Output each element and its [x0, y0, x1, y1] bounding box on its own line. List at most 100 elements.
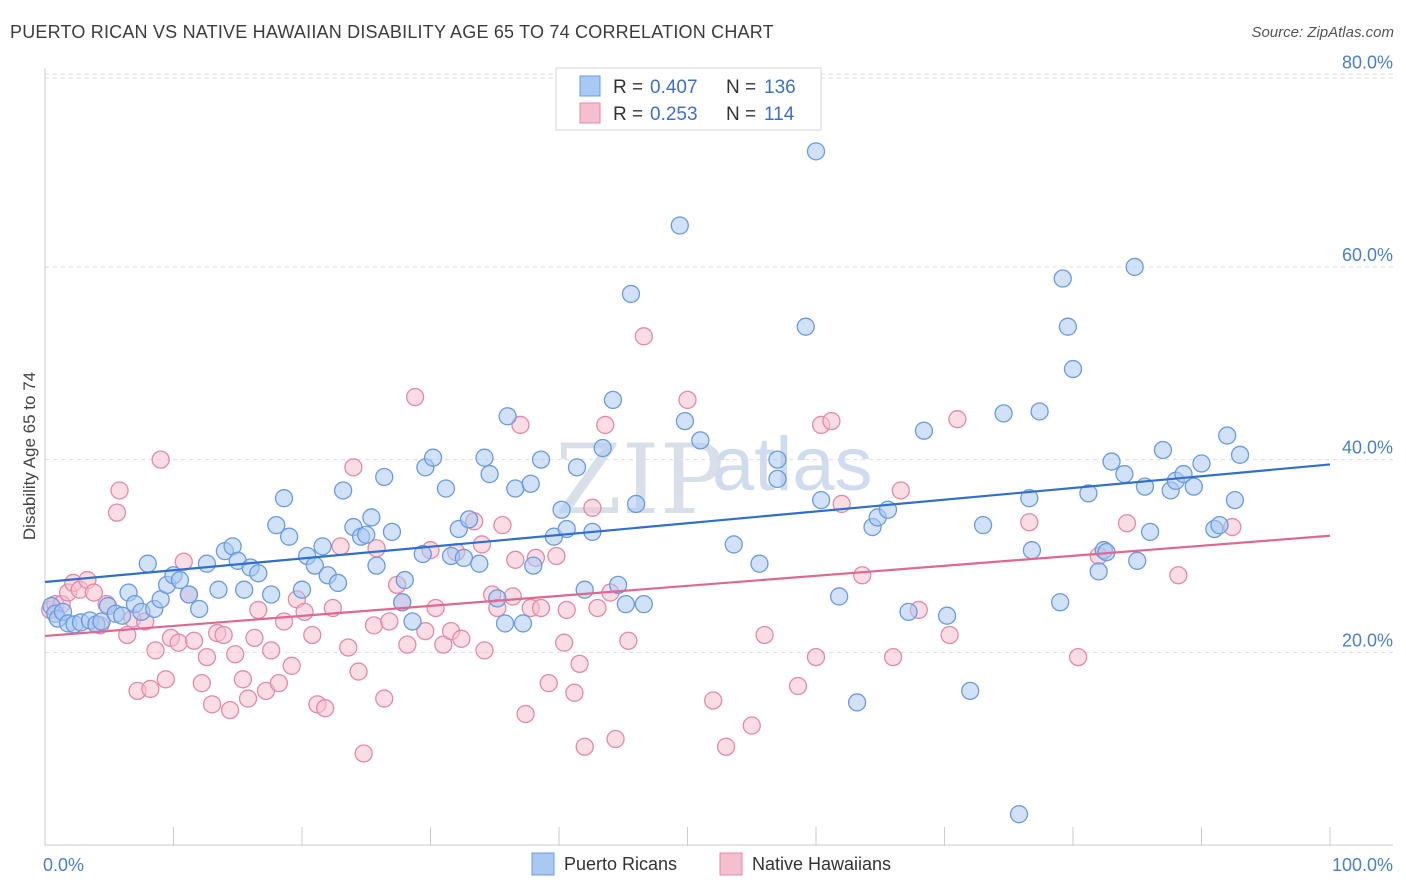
legend-r-label: R = — [613, 104, 643, 125]
puerto-ricans-point — [914, 421, 934, 440]
native-hawaiians-point — [434, 635, 453, 654]
puerto-ricans-point — [179, 585, 199, 604]
puerto-ricans-point — [1051, 593, 1070, 612]
puerto-ricans-point — [470, 554, 489, 573]
puerto-ricans-point — [413, 544, 432, 564]
native-hawaiians-point — [1117, 514, 1137, 533]
puerto-ricans-point — [1030, 402, 1049, 421]
native-hawaiians-point — [704, 691, 723, 710]
native-hawaiians-point — [806, 647, 826, 667]
puerto-ricans-point — [362, 508, 381, 527]
native-hawaiians-point — [262, 641, 281, 660]
puerto-ricans-point — [513, 614, 533, 633]
native-hawaiians-point — [339, 638, 358, 657]
axes — [44, 68, 1393, 846]
puerto-ricans-point — [459, 510, 479, 529]
puerto-ricans-point — [691, 431, 710, 450]
native-hawaiians-point — [493, 515, 512, 535]
legend-swatch-native-hawaiians — [579, 102, 601, 124]
native-hawaiians-point — [184, 631, 204, 650]
native-hawaiians-point — [416, 621, 435, 641]
native-hawaiians-point — [303, 625, 322, 645]
native-hawaiians-point — [452, 629, 471, 648]
watermark-atlas: atlas — [712, 422, 873, 507]
puerto-ricans-point — [1058, 317, 1078, 336]
native-hawaiians-point — [426, 598, 445, 618]
x-tick-labels: 0.0% 100.0% — [43, 855, 1393, 875]
puerto-ricans-point — [480, 464, 499, 484]
puerto-ricans-point — [1192, 454, 1211, 473]
native-hawaiians-point — [539, 673, 558, 693]
native-hawaiians-point — [554, 633, 574, 652]
puerto-ricans-point — [333, 481, 353, 500]
native-hawaiians-point — [202, 695, 222, 714]
native-hawaiians-point — [570, 654, 589, 674]
native-hawaiians-point — [583, 498, 602, 517]
puerto-ricans-point — [393, 593, 412, 612]
puerto-ricans-point — [1020, 489, 1039, 508]
native-hawaiians-point — [634, 327, 653, 346]
native-hawaiians-point — [354, 744, 373, 763]
native-hawaiians-point — [1169, 566, 1188, 585]
bottom-legend-puerto-ricans: Puerto Ricans — [564, 854, 677, 874]
legend-n-value: 114 — [764, 104, 795, 125]
puerto-ricans-point — [367, 556, 386, 575]
native-hawaiians-point — [269, 673, 289, 693]
puerto-ricans-point — [209, 580, 228, 599]
puerto-ricans-point — [524, 556, 543, 575]
puerto-ricans-point — [634, 594, 653, 614]
native-hawaiians-point — [853, 566, 872, 585]
native-hawaiians-point — [565, 683, 584, 702]
native-hawaiians-point — [506, 550, 525, 569]
native-hawaiians-point — [375, 689, 394, 708]
bottom-legend: Puerto Ricans Native Hawaiians — [531, 852, 891, 876]
legend-r-value: 0.407 — [650, 77, 698, 98]
native-hawaiians-point — [156, 670, 175, 689]
native-hawaiians-point — [475, 641, 494, 660]
puerto-ricans-point — [1230, 445, 1250, 464]
native-hawaiians-point — [547, 546, 566, 566]
puerto-ricans-point — [1210, 515, 1229, 535]
native-hawaiians-point — [169, 633, 188, 652]
puerto-ricans-point — [621, 284, 641, 304]
puerto-ricans-point — [961, 681, 980, 701]
puerto-ricans-point — [847, 693, 867, 712]
native-hawaiians-point — [575, 737, 594, 756]
native-hawaiians-point — [245, 628, 264, 648]
puerto-ricans-point — [395, 570, 414, 590]
puerto-ricans-point — [403, 612, 422, 631]
native-hawaiians-point — [84, 583, 103, 602]
y-tick-label: 80.0% — [1342, 52, 1393, 72]
puerto-ricans-point — [274, 489, 294, 508]
legend-n-value: 136 — [764, 77, 796, 98]
puerto-ricans-point — [973, 515, 993, 535]
puerto-ricans-point — [796, 317, 815, 336]
puerto-ricans-point — [1115, 464, 1134, 484]
native-hawaiians-point — [226, 645, 245, 664]
native-hawaiians-point — [110, 481, 129, 500]
puerto-ricans-point — [521, 474, 540, 493]
puerto-ricans-trendline — [44, 463, 1331, 584]
native-hawaiians-point — [678, 390, 697, 410]
legend-r-value: 0.253 — [650, 104, 698, 125]
puerto-ricans-point — [267, 515, 286, 535]
bottom-legend-native-hawaiians: Native Hawaiians — [752, 854, 891, 874]
native-hawaiians-point — [364, 616, 384, 635]
native-hawaiians-point — [238, 689, 258, 708]
puerto-ricans-point — [1063, 359, 1083, 379]
native-hawaiians-point — [274, 612, 294, 631]
native-hawaiians-point — [249, 600, 268, 620]
puerto-ricans-point — [112, 606, 132, 625]
puerto-ricans-point — [506, 479, 525, 498]
native-hawaiians-point — [146, 641, 165, 660]
y-axis-label: Disability Age 65 to 74 — [20, 372, 39, 540]
puerto-ricans-point — [616, 594, 635, 614]
y-tick-label: 40.0% — [1342, 438, 1393, 458]
puerto-ricans-point — [603, 390, 623, 410]
native-hawaiians-point — [503, 587, 522, 606]
puerto-ricans-point — [313, 537, 332, 556]
puerto-ricans-point — [1153, 440, 1173, 460]
puerto-ricans-point — [829, 587, 849, 606]
native-hawaiians-point — [619, 631, 638, 650]
trend-lines — [44, 463, 1331, 638]
